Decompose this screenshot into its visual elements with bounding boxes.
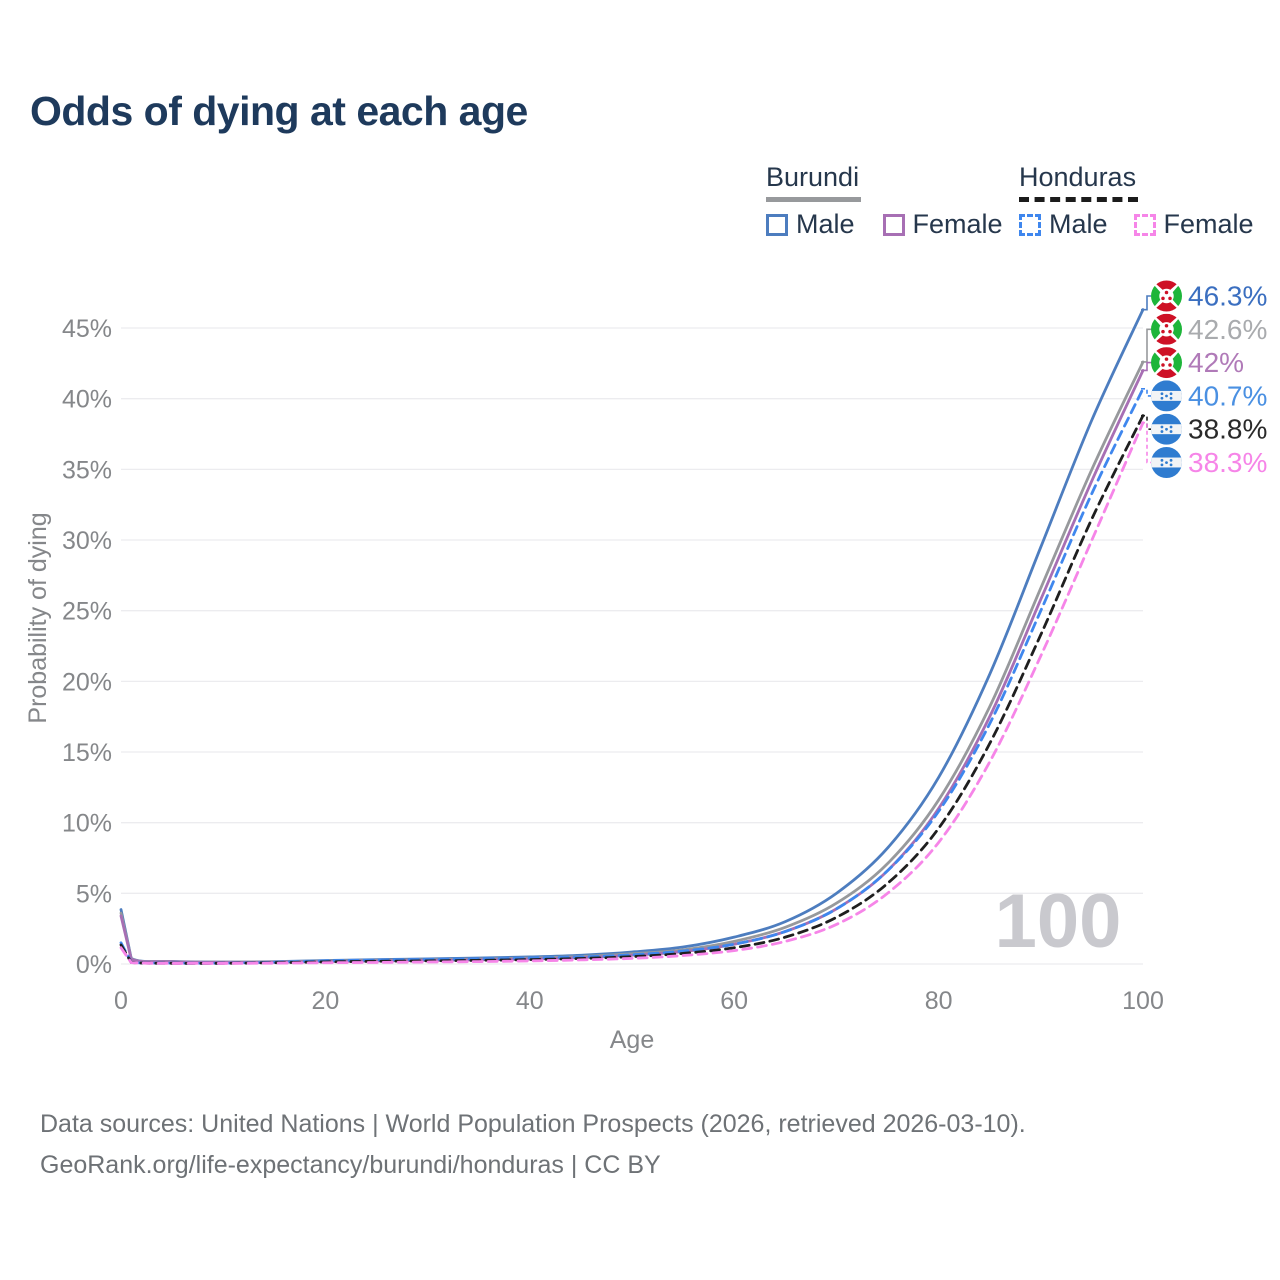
end-value-label: 40.7% [1188, 380, 1267, 411]
legend-group-honduras: Honduras Male Female [1019, 162, 1254, 240]
x-tick-label: 60 [720, 987, 748, 1015]
x-axis-tick-labels: 0 20 40 60 80 100 [114, 987, 1164, 1015]
series-line-honduras-female [119, 421, 1145, 965]
end-label-connector [1141, 295, 1151, 311]
burundi-male-swatch-icon [766, 213, 788, 236]
end-label-connector [1141, 414, 1151, 431]
end-value-label: 46.3% [1188, 281, 1267, 312]
burundi-flag-icon [1151, 347, 1182, 378]
series-lines [119, 308, 1145, 965]
honduras-flag-icon [1151, 380, 1182, 411]
y-axis-title: Probability of dying [24, 512, 52, 723]
y-tick-label: 30% [62, 527, 112, 555]
x-tick-label: 80 [925, 987, 953, 1015]
data-sources-line: Data sources: United Nations | World Pop… [40, 1110, 1026, 1138]
legend-country-honduras: Honduras [1019, 162, 1139, 202]
y-tick-label: 10% [62, 810, 112, 838]
legend-country-burundi: Burundi [766, 162, 862, 202]
end-value-label: 38.8% [1188, 414, 1267, 445]
legend-honduras-male-label: Male [1049, 209, 1108, 239]
gridlines [121, 327, 1143, 965]
end-label-connector [1141, 421, 1151, 464]
y-tick-label: 5% [76, 880, 112, 908]
age-counter-watermark: 100 [995, 879, 1122, 964]
burundi-flag-icon [1151, 281, 1182, 312]
x-tick-label: 40 [516, 987, 544, 1015]
y-tick-label: 35% [62, 456, 112, 484]
burundi-flag-icon [1151, 314, 1182, 345]
legend: Burundi Male Female Honduras Male Female [0, 162, 1280, 242]
x-tick-label: 20 [311, 987, 339, 1015]
end-value-label: 42% [1188, 347, 1244, 378]
y-tick-label: 40% [62, 386, 112, 414]
honduras-female-swatch-icon [1133, 213, 1156, 236]
legend-burundi-female-label: Female [912, 209, 1003, 239]
end-label-connector [1141, 387, 1151, 397]
end-value-label: 38.3% [1188, 447, 1267, 478]
y-tick-label: 25% [62, 598, 112, 626]
end-label-connector [1141, 328, 1151, 363]
end-value-label: 42.6% [1188, 314, 1267, 345]
series-end-labels: 46.3%42.6%42%40.7%38.8%38.3% [1141, 280, 1267, 478]
source-attribution: Data sources: United Nations | World Pop… [40, 1104, 1026, 1186]
y-tick-label: 45% [62, 315, 112, 343]
series-line-burundi-male [119, 308, 1145, 964]
burundi-female-swatch-icon [882, 213, 905, 236]
y-axis-tick-labels: 0% 5% 10% 15% 20% 25% 30% 35% 40% 45% [62, 315, 112, 979]
series-line-honduras-male [119, 387, 1145, 965]
page-title: Odds of dying at each age [30, 88, 528, 134]
series-line-burundi-both [119, 360, 1145, 964]
license-line: GeoRank.org/life-expectancy/burundi/hond… [40, 1151, 661, 1179]
x-tick-label: 100 [1122, 987, 1164, 1015]
legend-group-burundi: Burundi Male Female [766, 162, 1003, 240]
x-axis-title: Age [610, 1026, 654, 1054]
honduras-flag-icon [1151, 447, 1182, 478]
y-tick-label: 0% [76, 951, 112, 979]
legend-honduras-female-label: Female [1163, 209, 1254, 239]
honduras-flag-icon [1151, 414, 1182, 445]
legend-burundi-male-label: Male [796, 209, 855, 239]
honduras-male-swatch-icon [1019, 213, 1041, 236]
end-label-connector [1141, 361, 1151, 372]
x-tick-label: 0 [114, 987, 128, 1015]
series-line-burundi-female [119, 369, 1145, 964]
y-tick-label: 20% [62, 668, 112, 696]
series-line-honduras-both [119, 414, 1145, 965]
y-tick-label: 15% [62, 739, 112, 767]
